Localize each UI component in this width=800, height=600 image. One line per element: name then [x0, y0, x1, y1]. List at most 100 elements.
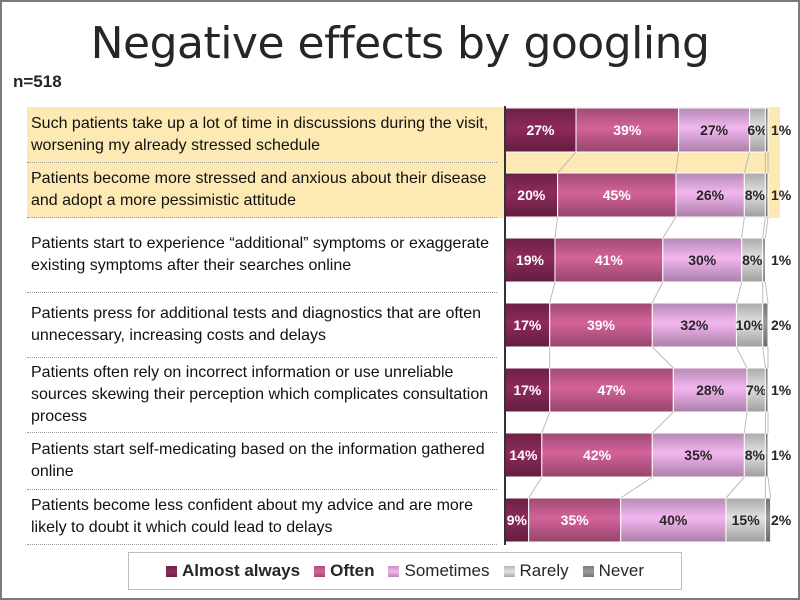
data-label: 10%	[736, 317, 765, 333]
data-label: 1%	[771, 122, 792, 138]
series-connector-line	[767, 476, 772, 499]
data-label: 6%	[747, 122, 768, 138]
series-connector-line	[662, 216, 677, 239]
data-label: 19%	[516, 252, 545, 268]
legend-label: Often	[330, 561, 375, 580]
data-label: 8%	[745, 447, 766, 463]
series-connector-line	[735, 346, 748, 369]
series-connector-line	[743, 151, 751, 174]
bar-segment-never	[764, 497, 772, 543]
legend-item: Rarely	[503, 561, 569, 581]
category-label: Such patients take up a lot of time in d…	[27, 107, 497, 163]
data-label: 27%	[526, 122, 555, 138]
data-label: 27%	[700, 122, 729, 138]
bar-segment-often	[549, 302, 653, 348]
bar-segment-rarely	[725, 497, 766, 543]
series-connector-line	[554, 216, 559, 239]
category-label: Patients start self-medicating based on …	[27, 433, 497, 490]
legend-swatch	[314, 565, 326, 577]
series-connector-line	[764, 216, 769, 239]
sample-size: n=518	[13, 72, 62, 91]
data-label: 45%	[603, 187, 632, 203]
series-connector-line	[528, 476, 543, 499]
data-label: 39%	[613, 122, 642, 138]
data-label: 8%	[745, 187, 766, 203]
data-label: 15%	[732, 512, 761, 528]
bar-segment-rarely	[735, 302, 764, 348]
legend-label: Never	[598, 561, 644, 580]
bar-segment-sometimes	[662, 237, 743, 283]
series-connector-line	[725, 476, 745, 499]
legend-label: Sometimes	[404, 561, 490, 580]
series-connector-line	[541, 411, 551, 434]
category-label: Patients press for additional tests and …	[27, 293, 497, 358]
data-label: 30%	[688, 252, 717, 268]
series-connector-line	[557, 151, 577, 174]
series-connector-line	[651, 281, 664, 304]
bar-segment-often	[575, 107, 680, 153]
data-label: 20%	[517, 187, 546, 203]
data-label: 41%	[595, 252, 624, 268]
series-connector-line	[764, 281, 769, 304]
category-label: Patients become more stressed and anxiou…	[27, 163, 497, 218]
data-label: 17%	[513, 382, 542, 398]
bar-segment-often	[528, 497, 622, 543]
bar-segment-often	[549, 367, 674, 413]
data-label: 26%	[696, 187, 725, 203]
legend-swatch	[503, 565, 515, 577]
data-label: 1%	[771, 382, 792, 398]
bar-segment-sometimes	[678, 107, 751, 153]
series-connector-line	[651, 411, 674, 434]
data-label: 39%	[587, 317, 616, 333]
category-label: Patients start to experience “additional…	[27, 218, 497, 293]
bar-segment-often	[557, 172, 677, 218]
data-label: 14%	[509, 447, 538, 463]
bar-segment-never	[762, 237, 766, 283]
legend-item: Often	[314, 561, 374, 581]
bar-segment-never	[764, 172, 769, 218]
series-connector-line	[735, 281, 743, 304]
data-label: 28%	[696, 382, 725, 398]
data-label: 47%	[597, 382, 626, 398]
bar-segment-never	[764, 432, 769, 478]
data-label: 17%	[513, 317, 542, 333]
category-label: Patients often rely on incorrect informa…	[27, 358, 497, 433]
legend-swatch	[165, 565, 177, 577]
data-label: 42%	[583, 447, 612, 463]
bar-segment-never	[762, 302, 769, 348]
data-label: 8%	[742, 252, 763, 268]
bar-segment-almost-always	[504, 237, 556, 283]
data-label: 7%	[746, 382, 767, 398]
bar-segment-almost-always	[504, 367, 551, 413]
series-connector-line	[549, 281, 556, 304]
legend-label: Almost always	[181, 561, 301, 580]
bar-segment-often	[541, 432, 653, 478]
series-connector-line	[743, 411, 748, 434]
series-connector-line	[762, 346, 766, 369]
bar-segment-often	[554, 237, 664, 283]
series-connector-line	[651, 346, 674, 369]
legend-item: Almost always	[165, 561, 301, 581]
series-connector-line	[620, 476, 653, 499]
legend-item: Never	[582, 561, 644, 581]
category-label: Patients become less confident about my …	[27, 490, 497, 545]
bar-segment-sometimes	[675, 172, 745, 218]
legend-swatch	[388, 565, 400, 577]
series-connector-line	[675, 151, 680, 174]
legend-swatch	[582, 565, 594, 577]
data-label: 1%	[771, 187, 792, 203]
data-label: 35%	[684, 447, 713, 463]
data-label: 2%	[771, 317, 792, 333]
bar-segment-almost-always	[504, 107, 577, 153]
legend-label: Rarely	[519, 561, 569, 580]
bar-segment-sometimes	[672, 367, 748, 413]
legend: Almost always Often Sometimes Rarely Never	[128, 552, 682, 590]
data-label: 9%	[507, 512, 528, 528]
series-connector-line	[741, 216, 745, 239]
data-label: 2%	[771, 512, 792, 528]
data-label: 1%	[771, 447, 792, 463]
bar-segment-almost-always	[504, 302, 551, 348]
data-label: 40%	[659, 512, 688, 528]
